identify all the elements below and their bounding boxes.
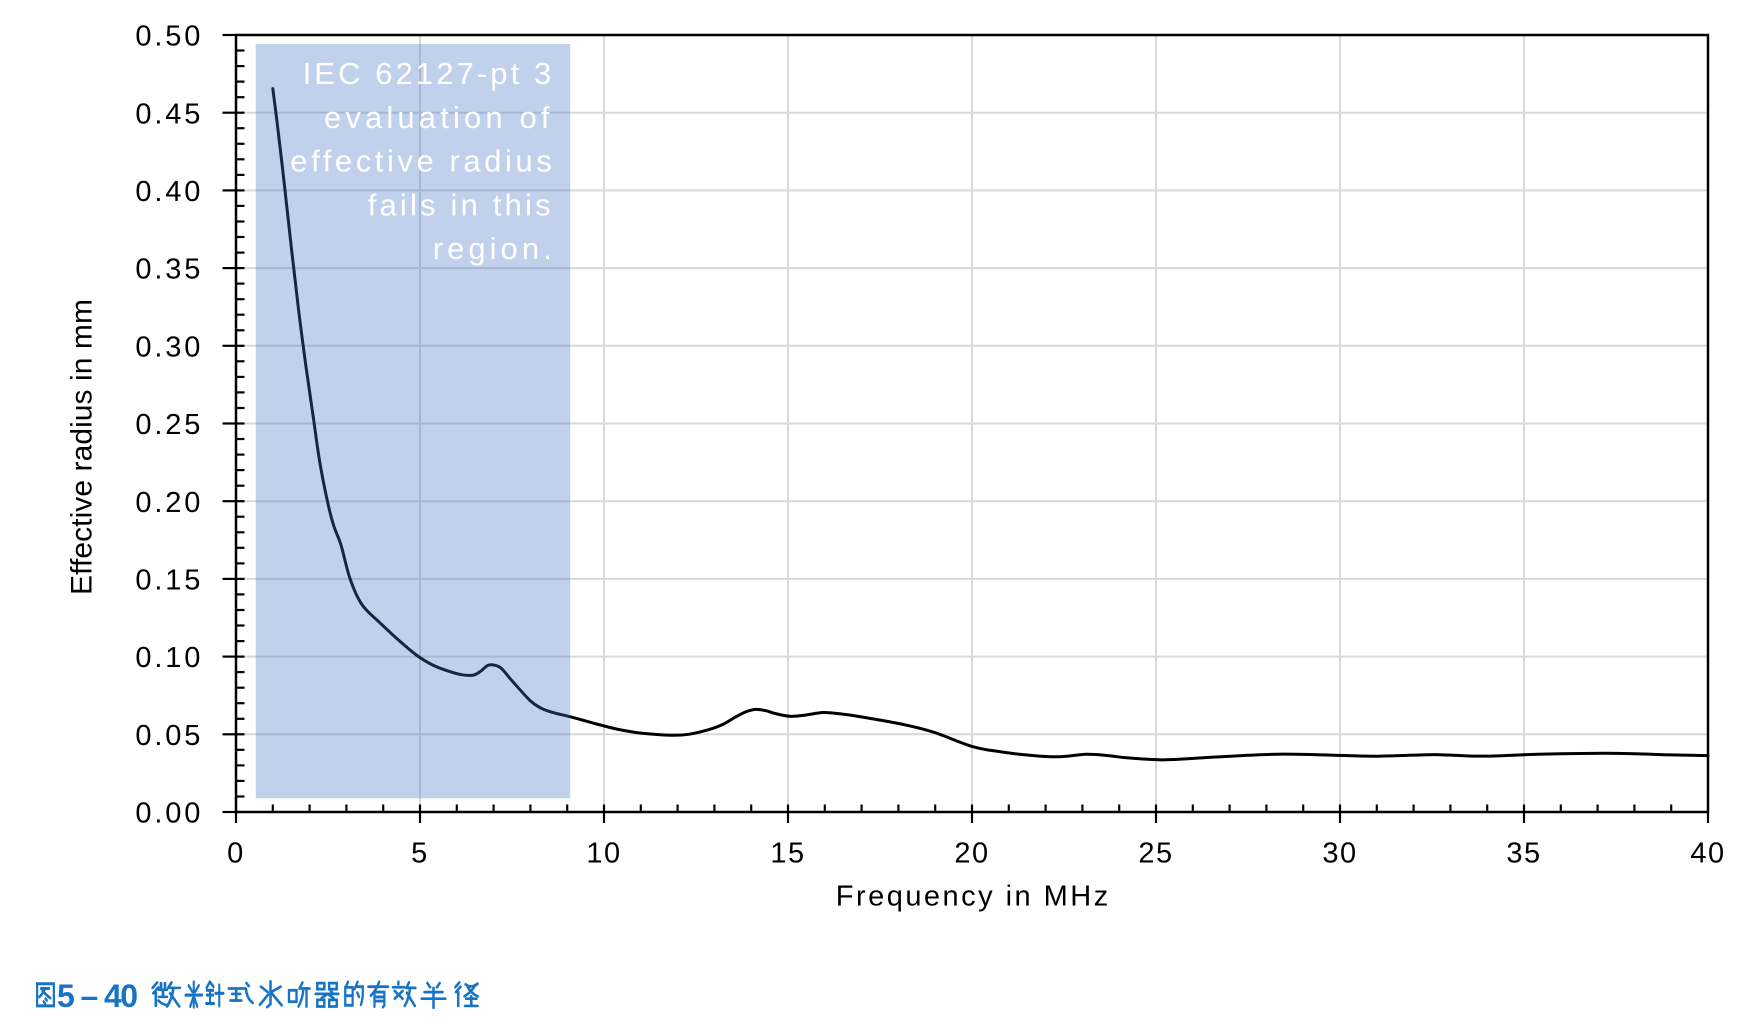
svg-text:0.10: 0.10 [135, 642, 200, 674]
svg-text:0: 0 [227, 837, 245, 869]
svg-text:5 – 40: 5 – 40 [57, 978, 138, 1014]
svg-text:0.35: 0.35 [135, 254, 200, 286]
svg-text:25: 25 [1138, 837, 1173, 869]
svg-text:40: 40 [1690, 837, 1725, 869]
svg-text:5: 5 [411, 837, 429, 869]
svg-text:0.25: 0.25 [135, 409, 200, 441]
svg-text:0.15: 0.15 [135, 565, 200, 597]
svg-text:IEC 62127-pt 3: IEC 62127-pt 3 [303, 56, 552, 91]
svg-text:0.05: 0.05 [135, 720, 200, 752]
svg-text:0.45: 0.45 [135, 98, 200, 130]
svg-text:0.00: 0.00 [135, 798, 200, 830]
svg-text:35: 35 [1506, 837, 1541, 869]
svg-text:15: 15 [770, 837, 805, 869]
svg-text:0.50: 0.50 [135, 21, 200, 53]
svg-text:0.30: 0.30 [135, 331, 200, 363]
svg-text:Frequency in MHz: Frequency in MHz [836, 881, 1108, 913]
svg-text:0.20: 0.20 [135, 487, 200, 519]
svg-text:30: 30 [1322, 837, 1357, 869]
svg-text:Effective radius in mm: Effective radius in mm [66, 299, 99, 595]
svg-text:0.40: 0.40 [135, 176, 200, 208]
svg-text:10: 10 [586, 837, 621, 869]
svg-text:20: 20 [954, 837, 989, 869]
svg-text:region.: region. [433, 231, 552, 266]
